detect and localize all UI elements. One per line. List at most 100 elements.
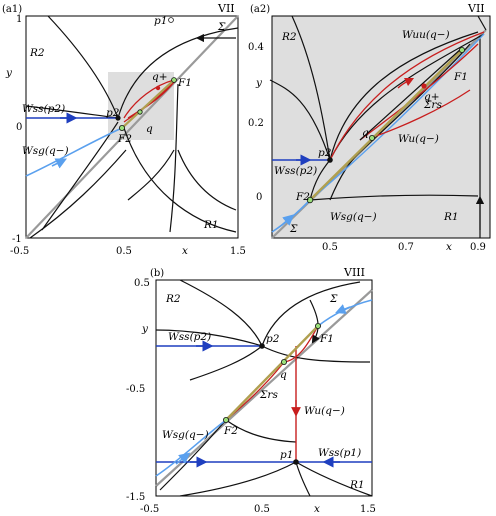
panel-a2-ytick: 0.2 xyxy=(248,118,264,129)
panel-a2-Wsg: Wsg(q−) xyxy=(330,211,377,223)
panel-b-orbit xyxy=(179,461,297,497)
panel-b-orbit xyxy=(295,461,311,497)
panel-a1-point-F1 xyxy=(171,77,177,83)
panel-b-Wsg: Wsg(q−) xyxy=(162,429,209,441)
panel-a1-Sigma: Σ xyxy=(217,21,226,33)
panel-a1-orbit xyxy=(25,105,119,119)
panel-b-Wss-p2-label: Wss(p2) xyxy=(168,331,211,343)
panel-a1-ylabel: y xyxy=(5,67,13,79)
panel-b-Wu: Wu(q−) xyxy=(304,405,345,417)
panel-a2-R1: R1 xyxy=(443,211,459,223)
panel-a2-q: q xyxy=(362,127,369,139)
panel-a1-orbit xyxy=(47,15,119,119)
panel-a2-orbit xyxy=(269,79,331,161)
panel-b-xtick: 0.5 xyxy=(254,504,270,515)
panel-a1-R1: R1 xyxy=(203,219,219,231)
panel-b-Sigma-r-s: Σrs xyxy=(259,389,278,401)
panel-a2-region: VII xyxy=(467,2,485,15)
panel-b-Wss-p1-label: Wss(p1) xyxy=(318,447,361,459)
panel-b-ytick: 0.5 xyxy=(134,278,150,289)
panel-a2-orbit xyxy=(329,31,479,161)
panel-a2-F2: F2 xyxy=(295,191,310,203)
panel-a2-qplus: q+ xyxy=(424,91,440,103)
panel-b-orbit xyxy=(295,461,373,497)
panel-b-orbit xyxy=(159,419,227,491)
panel-b-point-p2 xyxy=(259,343,265,349)
panel-a2-Wu: Wu(q−) xyxy=(398,133,439,145)
panel-b-ytick: -0.5 xyxy=(126,384,145,395)
panel-a1-point-q xyxy=(137,109,143,115)
panel-b-orbit xyxy=(261,345,371,363)
panel-a1-ytick: 0 xyxy=(16,122,22,133)
panel-a2-xtick: 0.9 xyxy=(470,242,486,253)
panel-a1-p1: p1 xyxy=(154,15,167,27)
panel-a1-point-p2 xyxy=(115,115,121,121)
panel-a2-point-F2 xyxy=(306,196,314,204)
panel-a2-orbit xyxy=(477,15,487,31)
panel-b-sigma-line xyxy=(155,289,373,487)
panel-a1-F2: F2 xyxy=(117,133,132,145)
panel-a1-xlabel: x xyxy=(182,245,188,257)
panel-a1-orbit xyxy=(117,27,239,119)
panel-b-Wsg-arrow xyxy=(175,452,191,465)
panel-a1-xtick: 1.5 xyxy=(230,246,246,257)
panel-a2-orbit xyxy=(291,15,331,161)
panel-a1-orbit xyxy=(29,149,127,239)
panel-b-xlabel: x xyxy=(314,503,320,515)
panel-a1-Wss: Wss(p2) xyxy=(22,103,65,115)
panel-a1: (a1) VII y x -0.5 0.5 1.5 1 0 -1 R2 R1 p… xyxy=(2,2,246,257)
panel-a1-ytick: -1 xyxy=(12,234,22,245)
panel-a1-R2: R2 xyxy=(29,47,45,59)
panel-a2-xtick: 0.5 xyxy=(322,242,338,253)
panel-b-orbit xyxy=(189,345,263,381)
panel-a1-qplus: q+ xyxy=(152,71,168,83)
panel-a2-red-orbit xyxy=(329,31,485,161)
panel-a2-R2: R2 xyxy=(281,31,297,43)
panel-a2-xlabel: x xyxy=(446,241,452,253)
panel-b-p1: p1 xyxy=(280,449,293,461)
panel-b-Sigma: Σ xyxy=(329,293,338,305)
panel-a2-label: (a2) xyxy=(250,4,270,15)
panel-a1-p2: p2 xyxy=(106,107,120,119)
panel-a1-Wsg xyxy=(25,127,123,177)
panel-a2-Wuu xyxy=(359,47,463,141)
panel-a2-F1: F1 xyxy=(453,71,468,83)
panel-a1-orbit xyxy=(177,149,237,211)
panel-b-Wsg xyxy=(155,419,227,477)
panel-b-Wsg-upper-arrow xyxy=(335,304,351,314)
panel-a1-orbit xyxy=(41,121,119,231)
panel-b-orbit xyxy=(261,281,361,347)
panel-a1-red-orbit xyxy=(123,79,175,119)
panel-a2-ytick: 0.4 xyxy=(248,42,264,53)
panel-a2-orbit xyxy=(309,159,331,201)
panel-a1-sigma-line xyxy=(25,15,239,239)
panel-b-R2: R2 xyxy=(165,293,181,305)
panel-b-label: (b) xyxy=(150,268,164,279)
panel-a2-Sigma-r-s: Σrs xyxy=(423,99,442,111)
panel-a2-orbit xyxy=(309,194,479,201)
panel-a1-region: VII xyxy=(217,2,235,15)
panel-b-sigma-r-s xyxy=(225,325,319,421)
panel-a2-ytick: 0 xyxy=(256,192,262,203)
panel-a2-ylabel: y xyxy=(255,77,263,89)
panel-a2-red-orbit xyxy=(359,43,479,141)
panel-a1-Wsg-arrow xyxy=(51,158,68,169)
panel-a2-point-F1 xyxy=(458,47,465,54)
panel-b-xtick: -0.5 xyxy=(140,504,159,515)
panel-b-F2: F2 xyxy=(223,425,238,437)
panel-a2-point-qplus xyxy=(421,83,427,89)
panel-a2-point-p2 xyxy=(327,157,333,163)
panel-a2-sigma-r-s xyxy=(309,49,463,201)
panel-a2-Wsg-upper xyxy=(309,33,485,201)
panel-a1-F1: F1 xyxy=(177,77,192,89)
panel-b-F1: F1 xyxy=(319,333,334,345)
panel-b-xtick: 1.5 xyxy=(360,504,376,515)
panel-b-point-F1 xyxy=(314,322,321,329)
panel-a2-Sigma: Σ xyxy=(289,223,298,235)
panel-a1-orbit xyxy=(169,83,179,233)
panel-a1-point-p1 xyxy=(168,17,174,23)
panel-b-point-F2 xyxy=(222,416,229,423)
panel-a2-point-q xyxy=(368,134,375,141)
panel-a2-p2: p2 xyxy=(318,147,332,159)
